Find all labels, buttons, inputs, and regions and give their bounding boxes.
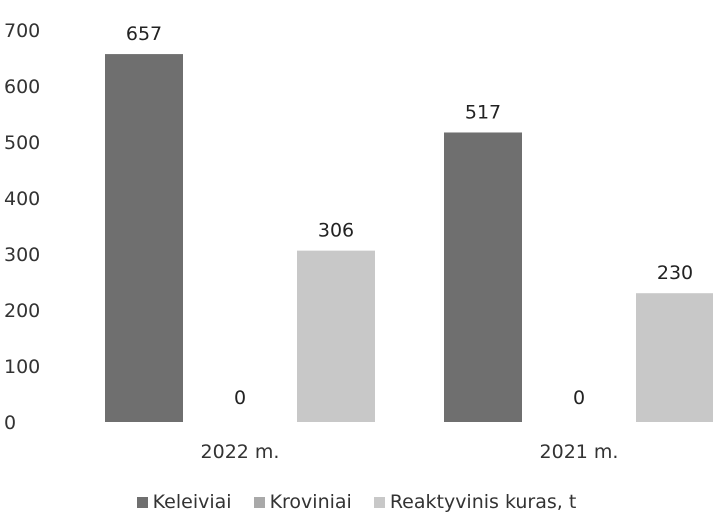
data-labels: 657 0 306 517 0 230 [126, 23, 693, 409]
y-axis: 0 100 200 300 400 500 600 700 [4, 20, 40, 434]
legend: Keleiviai Kroviniai Reaktyvinis kuras, t [0, 488, 713, 516]
legend-label: Keleiviai [152, 491, 232, 513]
legend-item: Kroviniai [253, 491, 352, 513]
legend-swatch [253, 496, 265, 508]
y-tick-label: 500 [4, 132, 40, 154]
data-label: 0 [573, 387, 585, 409]
bars [105, 54, 713, 423]
legend-label: Kroviniai [269, 491, 352, 513]
data-label: 0 [234, 387, 246, 409]
bar-reaktyvinis-kuras-t-0 [297, 250, 375, 422]
bar-reaktyvinis-kuras-t-1 [636, 293, 713, 422]
y-tick-label: 200 [4, 300, 40, 322]
y-tick-label: 0 [4, 412, 16, 434]
y-tick-label: 100 [4, 356, 40, 378]
legend-label: Reaktyvinis kuras, t [389, 491, 577, 513]
data-label: 306 [318, 220, 354, 242]
legend-swatch [136, 496, 148, 508]
x-category-label: 2021 m. [540, 441, 619, 463]
data-label: 517 [465, 101, 501, 123]
bar-keleiviai-1 [444, 132, 522, 423]
x-category-label: 2022 m. [201, 441, 280, 463]
y-tick-label: 700 [4, 20, 40, 42]
data-label: 230 [657, 262, 693, 284]
bar-keleiviai-0 [105, 54, 183, 423]
y-tick-label: 400 [4, 188, 40, 210]
y-tick-label: 600 [4, 76, 40, 98]
legend-item: Keleiviai [136, 491, 232, 513]
bar-chart: 0 100 200 300 400 500 600 700 657 0 306 517 0 230 20… [4, 20, 713, 463]
x-axis: 2022 m. 2021 m. [201, 441, 619, 463]
legend-swatch [373, 496, 385, 508]
y-tick-label: 300 [4, 244, 40, 266]
legend-item: Reaktyvinis kuras, t [373, 491, 577, 513]
data-label: 657 [126, 23, 162, 45]
